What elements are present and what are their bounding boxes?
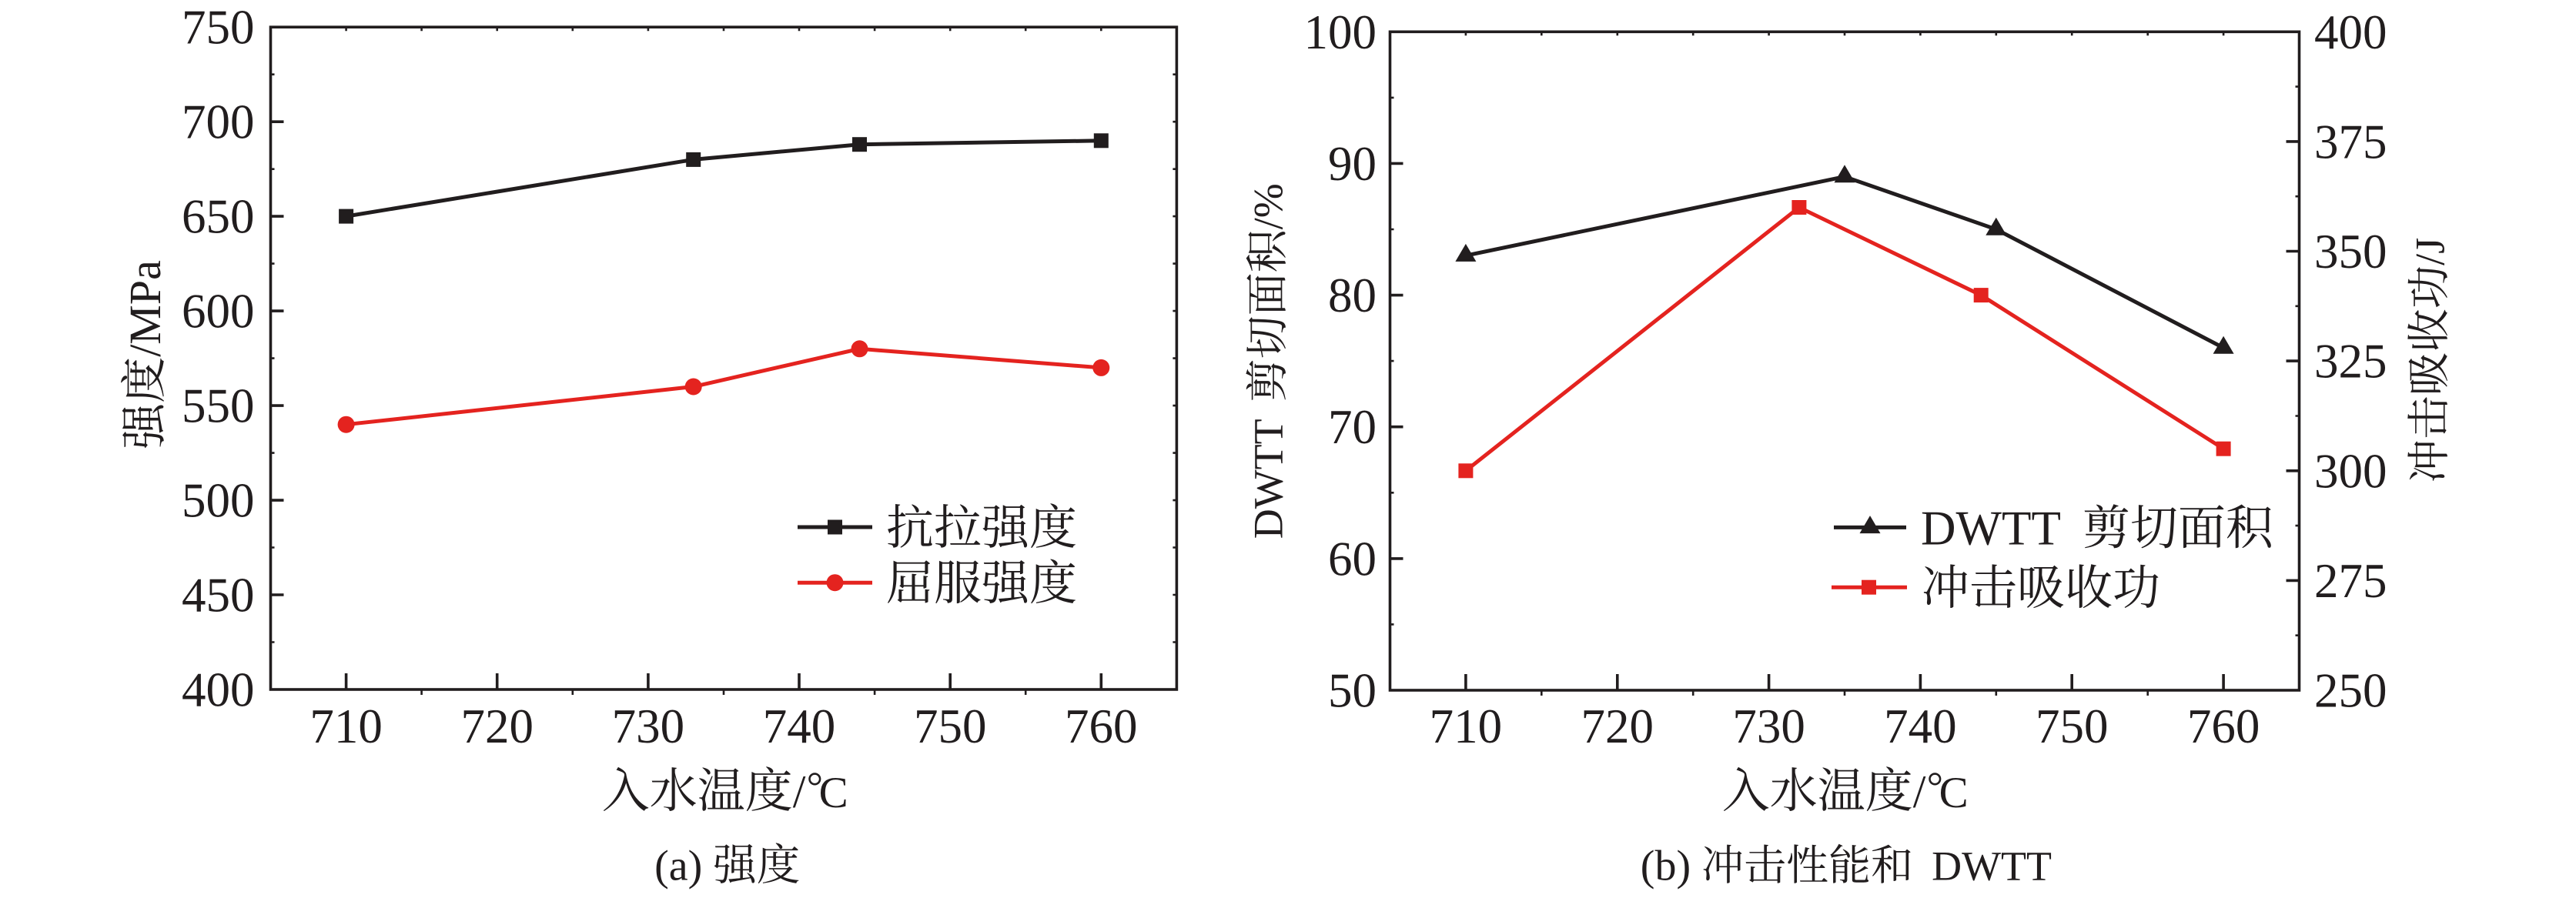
svg-text:700: 700 [182,95,255,149]
svg-text:80: 80 [1328,269,1377,322]
svg-text:400: 400 [182,663,255,717]
svg-text:/%: /% [1246,183,1292,229]
svg-text:740: 740 [1884,699,1957,753]
svg-text:/: / [1913,766,1926,817]
svg-text:375: 375 [2314,115,2387,169]
svg-text:500: 500 [182,474,255,528]
svg-text:740: 740 [763,699,836,753]
svg-text:250: 250 [2314,664,2387,718]
svg-text:720: 720 [1581,699,1654,753]
svg-text:DWTT: DWTT [1921,501,2061,555]
svg-text:450: 450 [182,569,255,623]
svg-text:730: 730 [1732,699,1805,753]
svg-text:750: 750 [182,1,255,55]
svg-text:90: 90 [1328,137,1377,191]
svg-text:760: 760 [2187,699,2260,753]
svg-text:750: 750 [914,699,987,753]
svg-text:720: 720 [460,699,534,753]
svg-text:275: 275 [2314,554,2387,608]
svg-text:70: 70 [1328,400,1377,454]
svg-text:600: 600 [182,285,255,339]
svg-text:50: 50 [1328,664,1377,718]
svg-text:C: C [1939,769,1969,817]
svg-text:650: 650 [182,190,255,244]
svg-text:750: 750 [2036,699,2109,753]
svg-text:100: 100 [1304,5,1377,59]
svg-text:/: / [793,766,806,817]
svg-text:DWTT: DWTT [1246,419,1292,539]
svg-text:350: 350 [2314,225,2387,279]
svg-text:C: C [819,769,848,817]
svg-text:(a): (a) [654,843,702,890]
svg-text:760: 760 [1065,699,1138,753]
svg-text:400: 400 [2314,5,2387,59]
svg-text:325: 325 [2314,335,2387,389]
svg-text:710: 710 [1430,699,1503,753]
svg-text:730: 730 [612,699,685,753]
svg-text:/MPa: /MPa [120,260,170,357]
svg-text:550: 550 [182,379,255,433]
svg-text:/J: /J [2407,238,2454,265]
svg-text:300: 300 [2314,444,2387,498]
svg-text:DWTT: DWTT [1932,843,2052,890]
svg-text:(b): (b) [1641,843,1691,890]
svg-text:710: 710 [309,699,383,753]
svg-text:60: 60 [1328,532,1377,586]
